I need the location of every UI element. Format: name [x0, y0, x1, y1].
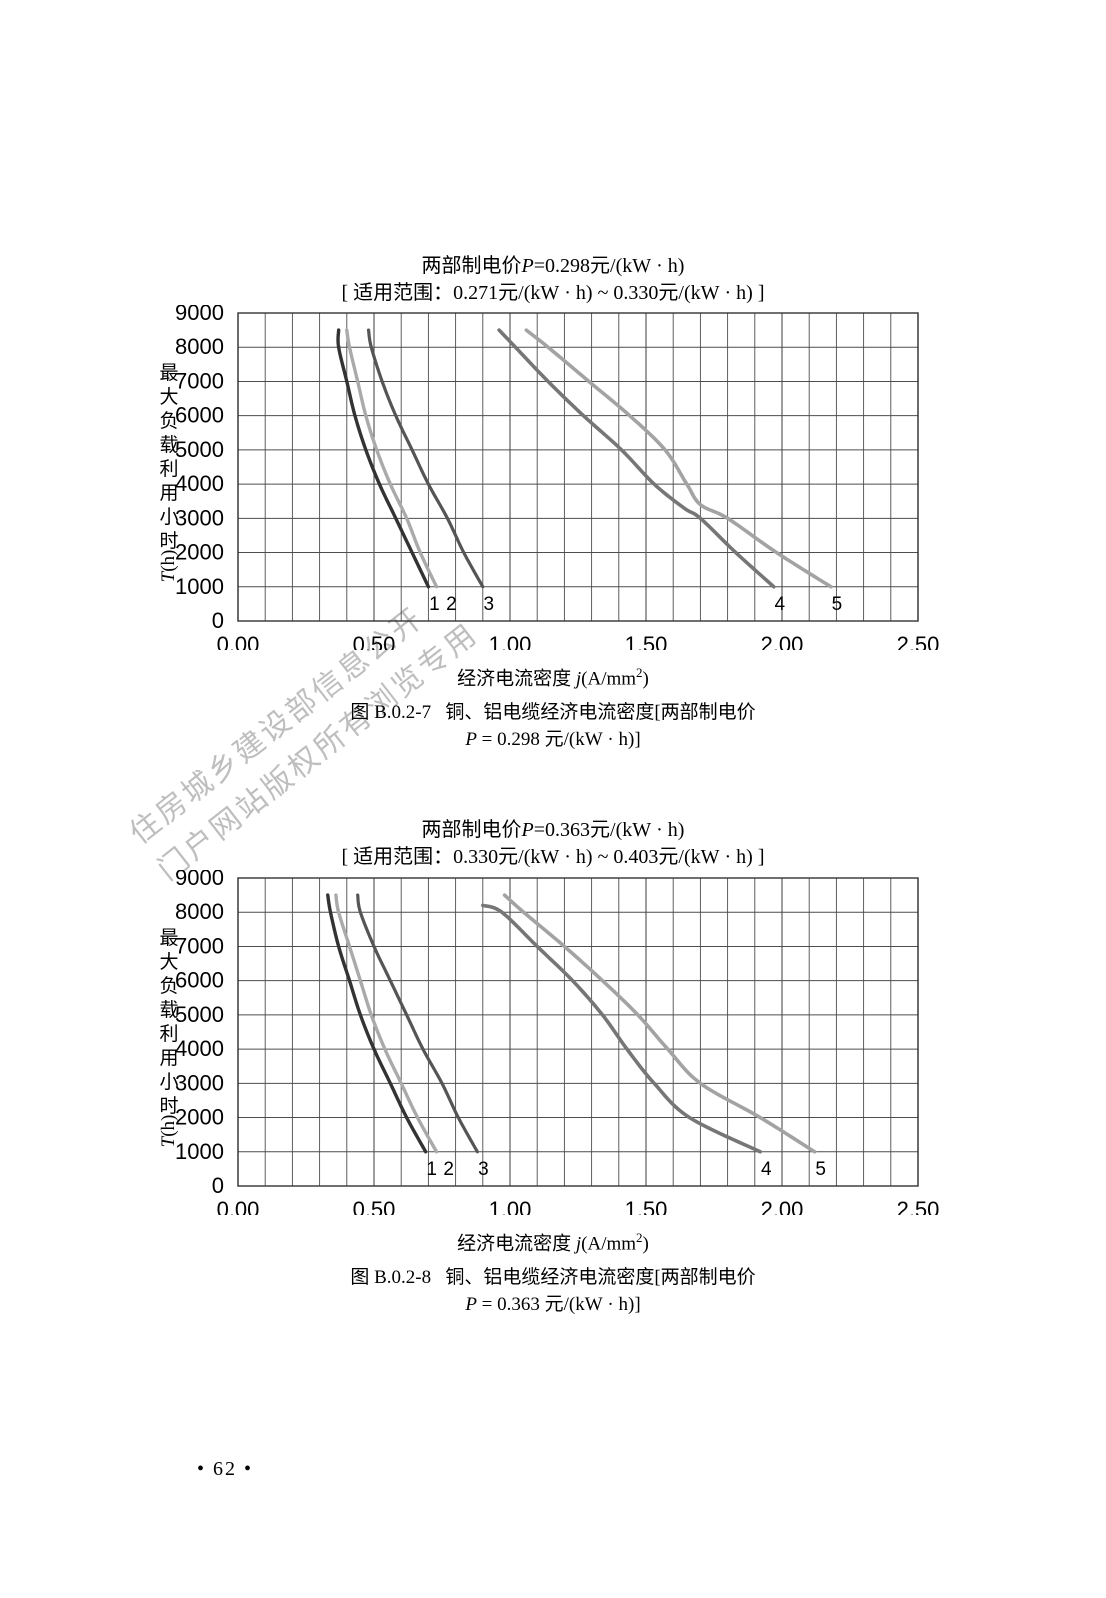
svg-text:4000: 4000: [175, 1036, 224, 1061]
svg-text:2.00: 2.00: [761, 1197, 804, 1215]
svg-text:4: 4: [761, 1159, 772, 1180]
svg-text:4: 4: [775, 594, 786, 615]
svg-text:0.00: 0.00: [217, 632, 260, 650]
svg-text:2000: 2000: [175, 1105, 224, 1130]
svg-text:2: 2: [446, 594, 457, 615]
svg-text:1000: 1000: [175, 574, 224, 599]
svg-text:2.00: 2.00: [761, 632, 804, 650]
svg-text:1.50: 1.50: [625, 632, 668, 650]
svg-text:0: 0: [212, 1173, 224, 1198]
svg-text:3000: 3000: [175, 505, 224, 530]
svg-text:2000: 2000: [175, 540, 224, 565]
svg-text:5000: 5000: [175, 437, 224, 462]
svg-text:1.00: 1.00: [489, 632, 532, 650]
svg-text:5: 5: [815, 1159, 826, 1180]
svg-text:6000: 6000: [175, 968, 224, 993]
svg-text:5: 5: [832, 594, 843, 615]
svg-text:5000: 5000: [175, 1002, 224, 1027]
svg-text:0.50: 0.50: [353, 632, 396, 650]
svg-text:9000: 9000: [175, 305, 224, 325]
svg-text:7000: 7000: [175, 933, 224, 958]
svg-text:1: 1: [426, 1159, 437, 1180]
svg-text:8000: 8000: [175, 899, 224, 924]
svg-text:0.50: 0.50: [353, 1197, 396, 1215]
svg-text:3: 3: [484, 594, 495, 615]
svg-text:9000: 9000: [175, 870, 224, 890]
svg-text:2: 2: [443, 1159, 454, 1180]
svg-text:3: 3: [478, 1159, 489, 1180]
svg-text:3000: 3000: [175, 1070, 224, 1095]
svg-text:2.50: 2.50: [897, 632, 940, 650]
svg-text:6000: 6000: [175, 403, 224, 428]
svg-text:8000: 8000: [175, 334, 224, 359]
svg-text:0: 0: [212, 608, 224, 633]
svg-text:1: 1: [429, 594, 440, 615]
svg-text:7000: 7000: [175, 368, 224, 393]
svg-text:0.00: 0.00: [217, 1197, 260, 1215]
svg-text:4000: 4000: [175, 471, 224, 496]
svg-text:1.00: 1.00: [489, 1197, 532, 1215]
svg-text:1.50: 1.50: [625, 1197, 668, 1215]
svg-text:1000: 1000: [175, 1139, 224, 1164]
svg-text:2.50: 2.50: [897, 1197, 940, 1215]
